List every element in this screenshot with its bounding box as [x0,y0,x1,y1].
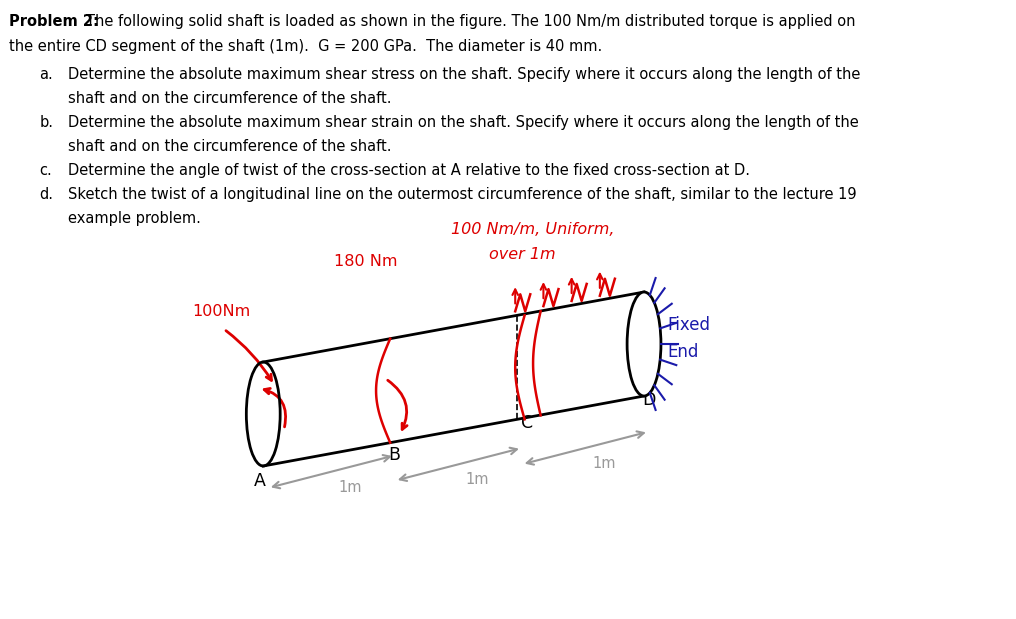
Text: Determine the absolute maximum shear strain on the shaft. Specify where it occur: Determine the absolute maximum shear str… [68,115,859,130]
Text: A: A [254,472,265,490]
Text: over 1m: over 1m [489,247,556,262]
Text: Determine the angle of twist of the cross-section at A relative to the fixed cro: Determine the angle of twist of the cros… [68,163,750,178]
Text: Sketch the twist of a longitudinal line on the outermost circumference of the sh: Sketch the twist of a longitudinal line … [68,187,856,202]
Text: Determine the absolute maximum shear stress on the shaft. Specify where it occur: Determine the absolute maximum shear str… [68,67,861,82]
Text: 100 Nm/m, Uniform,: 100 Nm/m, Uniform, [451,222,615,237]
Text: c.: c. [40,163,52,178]
Text: a.: a. [40,67,53,82]
Ellipse shape [627,292,661,396]
Polygon shape [246,292,661,466]
Text: 1m: 1m [466,472,490,487]
Text: shaft and on the circumference of the shaft.: shaft and on the circumference of the sh… [68,139,391,154]
Text: B: B [388,446,400,464]
Text: 1m: 1m [592,456,617,471]
Text: C: C [521,414,533,432]
Text: The following solid shaft is loaded as shown in the figure. The 100 Nm/m distrib: The following solid shaft is loaded as s… [86,14,856,29]
Text: Problem 2:: Problem 2: [9,14,100,29]
Text: shaft and on the circumference of the shaft.: shaft and on the circumference of the sh… [68,91,391,106]
Text: b.: b. [40,115,54,130]
Text: Fixed: Fixed [668,316,710,334]
Text: 180 Nm: 180 Nm [334,254,397,269]
Text: example problem.: example problem. [68,211,200,226]
Text: D: D [642,391,655,409]
Text: d.: d. [40,187,54,202]
Text: End: End [668,343,699,361]
Text: 100Nm: 100Nm [193,304,251,319]
Text: the entire CD segment of the shaft (1m).  G = 200 GPa.  The diameter is 40 mm.: the entire CD segment of the shaft (1m).… [9,39,602,54]
Text: 1m: 1m [339,480,363,495]
